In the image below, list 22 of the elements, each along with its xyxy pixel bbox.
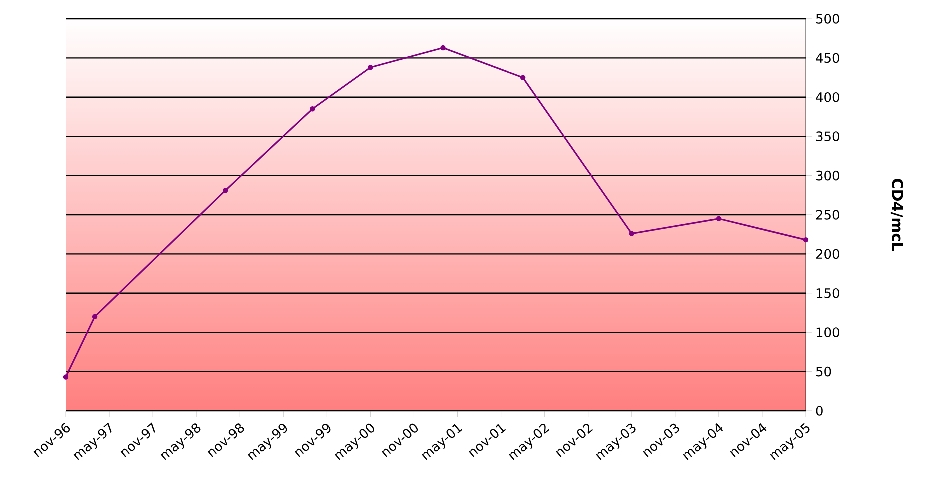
y-axis-title: CD4/mcL <box>890 179 904 252</box>
y-tick-label: 50 <box>816 366 832 377</box>
point <box>440 45 446 51</box>
y-tick-label: 300 <box>816 170 840 181</box>
point <box>368 65 374 70</box>
point <box>223 188 228 194</box>
point <box>310 106 316 112</box>
point <box>803 237 809 243</box>
y-tick-label: 150 <box>816 288 840 298</box>
y-tick-label: 400 <box>816 92 840 102</box>
y-tick-label: 350 <box>816 132 840 142</box>
point <box>63 374 69 380</box>
y-tick-label: 200 <box>816 249 840 260</box>
point <box>520 75 526 80</box>
point <box>629 231 634 236</box>
y-tick-label: 100 <box>816 328 840 338</box>
y-tick-label: 0 <box>816 406 823 416</box>
y-tick-label: 450 <box>816 53 840 64</box>
y-tick-label: 250 <box>816 210 840 220</box>
y-tick-label: 500 <box>816 14 840 24</box>
point <box>92 314 98 320</box>
point <box>716 216 722 222</box>
